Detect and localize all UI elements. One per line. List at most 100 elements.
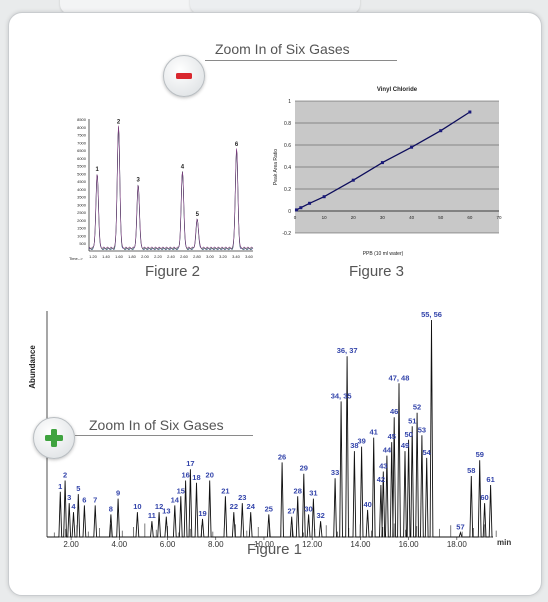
fig2-x-tick-label: 1.20 <box>89 254 98 259</box>
zoom-in-circle[interactable] <box>33 417 75 459</box>
minus-icon <box>176 73 192 79</box>
fig1-peak-label: 46 <box>390 407 398 416</box>
figure2-chromatogram: 8500800075007000650060005500500045004000… <box>69 117 254 261</box>
fig3-data-point <box>294 208 298 212</box>
fig2-x-tick-label: 3.20 <box>219 254 228 259</box>
fig1-peak-label: 32 <box>316 511 324 520</box>
fig2-y-tick-label: 8000 <box>77 125 87 130</box>
fig2-x-tick-label: 2.60 <box>180 254 189 259</box>
fig2-x-tick-label: 2.80 <box>193 254 202 259</box>
fig1-x-tick-label: 12.00 <box>302 540 323 547</box>
top-tab-bar <box>0 0 548 20</box>
fig1-peak-label: 21 <box>221 486 229 495</box>
fig1-peak-label: 15 <box>177 486 185 495</box>
fig1-peak-label: 61 <box>486 475 494 484</box>
fig3-y-tick-label: 0.6 <box>284 143 291 149</box>
fig3-y-tick-label: 0.2 <box>284 187 291 193</box>
zoom-in-label: Zoom In of Six Gases <box>89 417 224 433</box>
figure1-caption: Figure 1 <box>247 541 303 558</box>
fig2-y-tick-label: 3500 <box>77 195 87 200</box>
fig1-peak-label: 41 <box>369 428 377 437</box>
fig1-peak-label: 34, 35 <box>331 391 352 400</box>
fig1-peak-label: 8 <box>109 504 113 513</box>
fig1-peak-label: 10 <box>133 502 141 511</box>
fig1-x-tick-label: 14.00 <box>350 540 371 547</box>
fig2-y-tick-label: 500 <box>79 241 86 246</box>
fig1-peak-label: 29 <box>300 464 308 473</box>
fig3-x-tick-label: 10 <box>322 215 328 220</box>
fig1-peak-label: 13 <box>162 507 170 516</box>
fig2-y-tick-label: 7500 <box>77 133 87 138</box>
fig3-x-tick-label: 60 <box>467 215 473 220</box>
fig1-peak-label: 3 <box>67 493 71 502</box>
zoom-out-leader-line <box>205 60 397 61</box>
fig1-peak-label: 47, 48 <box>389 373 410 382</box>
fig2-y-tick-label: 6000 <box>77 156 87 161</box>
fig1-peak-label: 2 <box>63 471 67 480</box>
fig2-peak-label: 4 <box>181 164 185 170</box>
fig2-y-tick-label: 5500 <box>77 164 87 169</box>
fig1-peak-label: 11 <box>148 511 156 520</box>
fig2-y-tick-label: 2000 <box>77 218 87 223</box>
zoom-in-leader-line <box>75 435 253 436</box>
figure2-caption: Figure 2 <box>145 263 201 280</box>
fig2-peak-label: 2 <box>117 120 121 126</box>
fig2-peak-label: 1 <box>96 167 100 173</box>
fig1-peak-label: 31 <box>309 489 317 498</box>
fig1-trace <box>47 319 493 538</box>
fig3-y-tick-label: -0.2 <box>282 231 291 237</box>
fig1-peak-label: 28 <box>294 486 302 495</box>
fig1-y-label: Abundance <box>28 345 37 389</box>
content-panel: Zoom In of Six Gases 8500 8000 7500 7000 650… <box>8 12 542 596</box>
fig2-y-tick-label: 2500 <box>77 210 87 215</box>
zoom-out-button[interactable] <box>163 55 205 97</box>
fig3-data-point <box>410 145 414 149</box>
fig1-x-tick-label: 8.00 <box>208 540 224 547</box>
fig3-x-tick-label: 70 <box>496 215 502 220</box>
fig3-x-label: PPB (10 ml water) <box>363 251 404 257</box>
fig1-peak-label: 51 <box>408 416 416 425</box>
fig3-y-tick-label: 1 <box>288 99 291 105</box>
fig1-x-tick-label: 10.00 <box>254 540 275 547</box>
fig2-x-tick-label: 1.80 <box>128 254 137 259</box>
fig1-x-tick-label: 16.00 <box>399 540 420 547</box>
fig1-peak-label: 19 <box>198 509 206 518</box>
fig2-y-tick-label: 7000 <box>77 140 87 145</box>
fig2-x-tick-label: 2.20 <box>154 254 163 259</box>
fig3-x-tick-label: 20 <box>351 215 357 220</box>
fig2-peak-label: 6 <box>235 142 239 148</box>
fig3-data-point <box>299 206 303 210</box>
figure1-chromatogram: Abundance 2.00 4.00 6.00 8.00 10.00 12.00 14.00… <box>28 310 511 547</box>
fig1-peak-label: 33 <box>331 468 339 477</box>
fig1-peak-label: 16 <box>181 471 189 480</box>
fig2-x-tick-label: 1.60 <box>115 254 124 259</box>
fig3-data-point <box>380 161 384 165</box>
fig3-data-point <box>468 110 472 114</box>
fig3-x-tick-label: 0 <box>294 215 297 220</box>
fig1-peak-label: 57 <box>456 522 464 531</box>
fig2-y-tick-label: 1000 <box>77 233 87 238</box>
fig1-peak-label: 52 <box>413 403 421 412</box>
fig3-y-tick-label: 0.4 <box>284 165 291 171</box>
fig2-x-label: Time--> <box>69 256 83 261</box>
fig1-peak-label: 22 <box>230 502 238 511</box>
fig1-peak-label: 53 <box>418 425 426 434</box>
fig1-peak-label: 7 <box>93 495 97 504</box>
fig3-y-label: Peak Area Ratio <box>273 149 279 185</box>
fig1-peak-label: 59 <box>476 450 484 459</box>
fig3-x-tick-label: 30 <box>380 215 386 220</box>
fig1-peak-label: 27 <box>288 507 296 516</box>
fig2-x-tick-label: 2.00 <box>141 254 150 259</box>
zoom-in-button[interactable] <box>33 417 75 459</box>
fig1-peak-label: 39 <box>357 437 365 446</box>
tab-center[interactable] <box>190 0 360 14</box>
tab-left[interactable] <box>60 0 230 14</box>
fig2-y-tick-label: 5000 <box>77 171 87 176</box>
fig1-peak-label: 14 <box>171 495 180 504</box>
fig3-data-point <box>439 129 443 133</box>
fig2-x-tick-label: 3.40 <box>232 254 241 259</box>
fig2-y-tick-label: 4500 <box>77 179 87 184</box>
figure3-calibration-plot: Vinyl Chloride 1 0.8 0.6 0.4 0.2 0 -0.2 0 10 20 30 4… <box>273 87 502 257</box>
fig2-peak-label: 5 <box>196 212 200 218</box>
zoom-out-circle[interactable] <box>163 55 205 97</box>
